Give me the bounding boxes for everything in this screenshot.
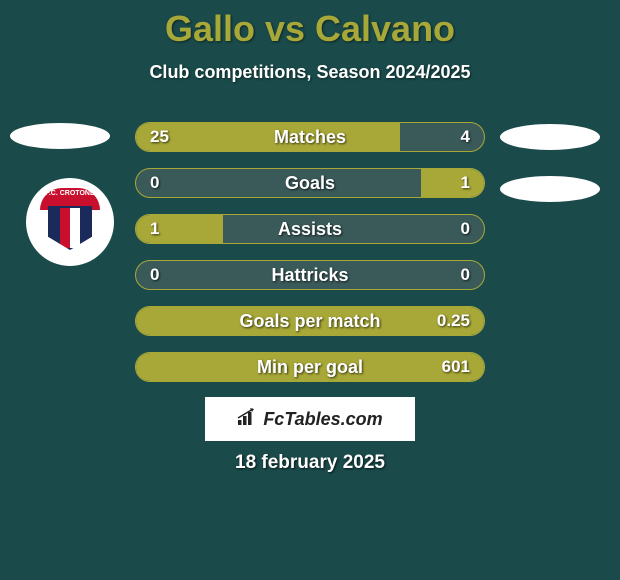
- stat-bar: Goals0 1: [135, 168, 485, 198]
- stat-bar: Min per goal601: [135, 352, 485, 382]
- comparison-bars: Matches254Goals01Assists10Hattricks00Goa…: [135, 122, 485, 398]
- crotone-logo-icon: F.C. CROTONE: [40, 188, 100, 256]
- page-title: Gallo vs Calvano: [0, 0, 620, 50]
- stat-bar: Assists1 0: [135, 214, 485, 244]
- subtitle: Club competitions, Season 2024/2025: [0, 62, 620, 83]
- stat-value-right: 0: [461, 215, 470, 243]
- stat-label: Matches: [136, 123, 484, 151]
- stat-value-left: 0: [150, 169, 159, 197]
- brand-label: FcTables.com: [263, 409, 382, 430]
- player1-club-logo: F.C. CROTONE: [26, 178, 114, 266]
- stat-value-right: 1: [461, 169, 470, 197]
- stat-label: Assists: [136, 215, 484, 243]
- stat-label: Goals: [136, 169, 484, 197]
- brand-box[interactable]: FcTables.com: [205, 397, 415, 441]
- stat-label: Min per goal: [136, 353, 484, 381]
- stat-value-right: 0: [461, 261, 470, 289]
- stat-value-right: 601: [442, 353, 470, 381]
- logo-shield-icon: [48, 206, 92, 250]
- stat-label: Hattricks: [136, 261, 484, 289]
- stat-value-left: 25: [150, 123, 169, 151]
- player2-photo-placeholder: [500, 124, 600, 150]
- stat-value-right: 0.25: [437, 307, 470, 335]
- stat-value-left: 0: [150, 261, 159, 289]
- stat-bar: Hattricks0 0: [135, 260, 485, 290]
- stat-value-right: 4: [461, 123, 470, 151]
- stat-value-left: 1: [150, 215, 159, 243]
- player1-photo-placeholder: [10, 123, 110, 149]
- player2-club-placeholder: [500, 176, 600, 202]
- fctables-logo-icon: [237, 408, 261, 431]
- stat-label: Goals per match: [136, 307, 484, 335]
- stat-bar: Goals per match0.25: [135, 306, 485, 336]
- date-label: 18 february 2025: [0, 452, 620, 474]
- stat-bar: Matches25 4: [135, 122, 485, 152]
